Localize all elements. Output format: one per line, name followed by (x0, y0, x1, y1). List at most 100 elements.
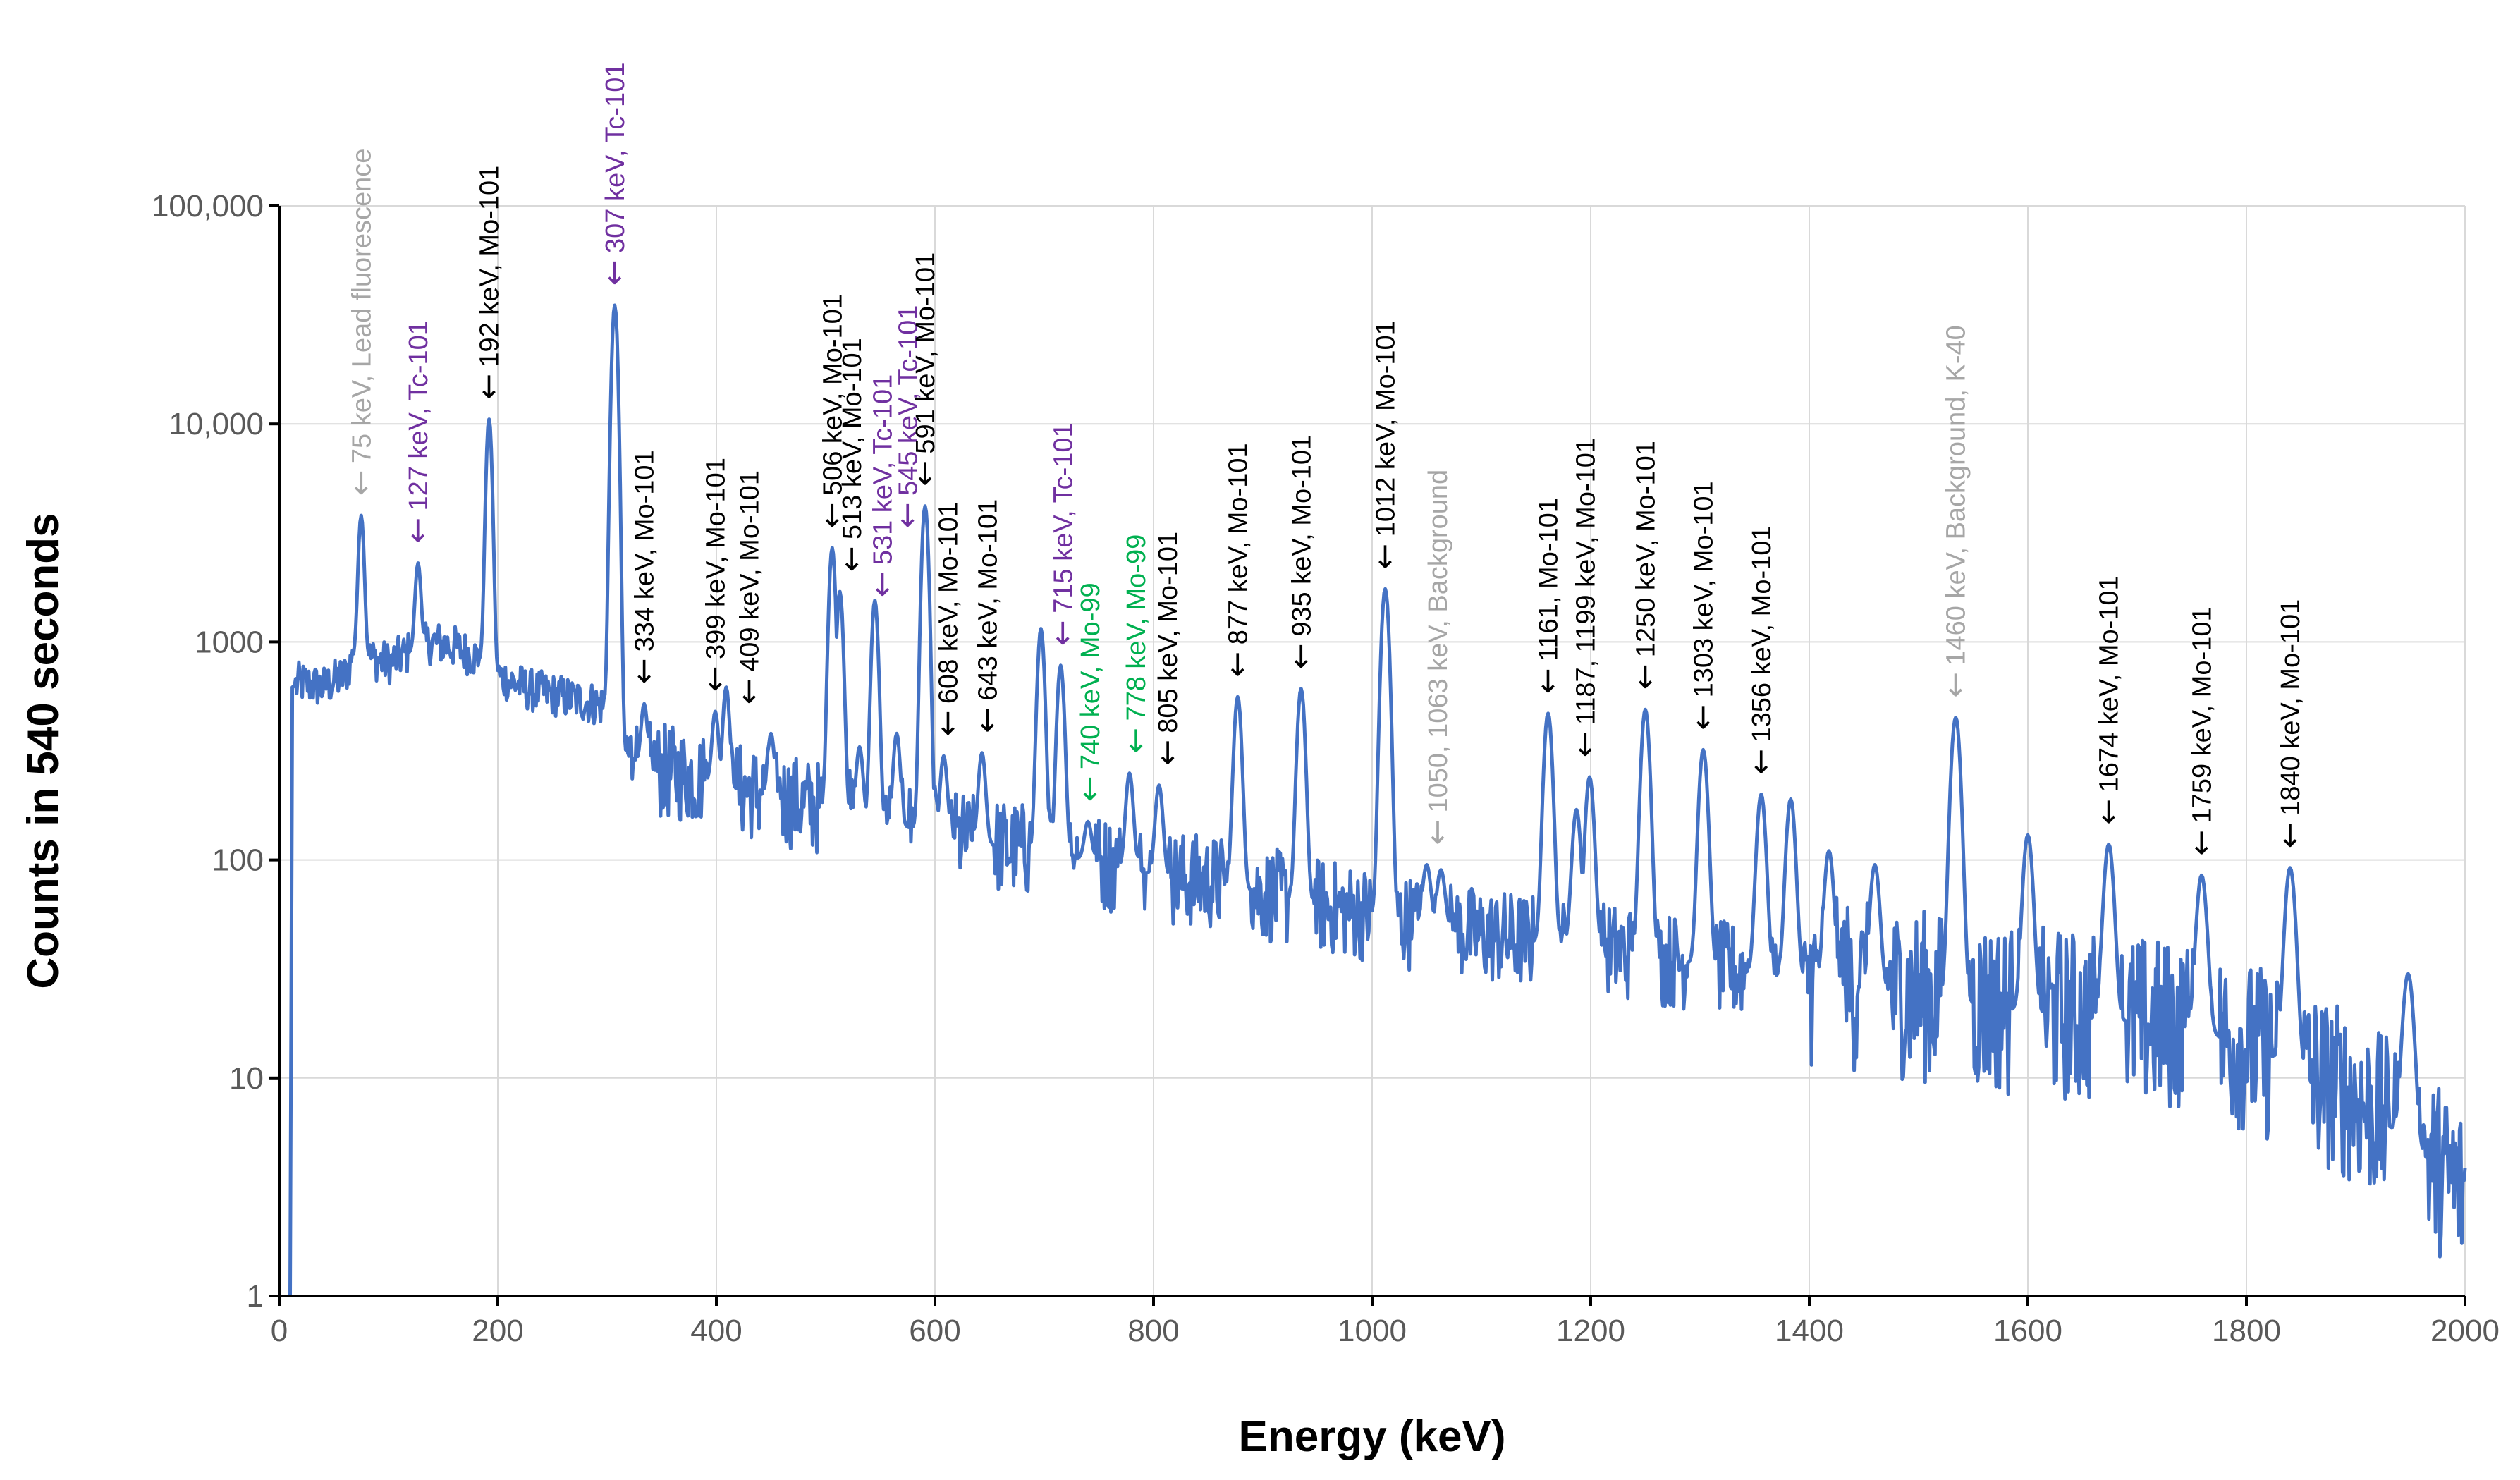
peak-label: 409 keV, Mo-101 (735, 470, 765, 672)
peak-label: 531 keV, Tc-101 (869, 374, 898, 565)
peak-annotation: ↓ 127 keV, Tc-101 (404, 320, 434, 549)
x-tick-label: 400 (690, 1314, 742, 1348)
peak-annotation: ↓ 531 keV, Tc-101 (869, 374, 898, 604)
peak-annotation: ↓75 keV, Lead fluorescence (347, 149, 377, 502)
down-arrow-icon: ↓ (839, 542, 865, 578)
down-arrow-icon: ↓ (702, 662, 728, 698)
peak-label: 1187, 1199 keV, Mo-101 (1571, 438, 1601, 725)
peak-label: 1161, Mo-101 (1534, 498, 1564, 661)
peak-label: 1012 keV, Mo-101 (1371, 320, 1401, 537)
peak-annotation: ↓608 keV, Mo-101 (934, 502, 964, 742)
peak-annotation: ↓740 keV, Mo-99 (1076, 582, 1106, 808)
peak-label: 75 keV, Lead fluorescence (347, 149, 377, 463)
peak-label: 513 keV, Mo-101 (838, 338, 867, 539)
peak-annotation: ↓334 keV, Mo-101 (630, 450, 660, 690)
x-tick-label: 1400 (1775, 1314, 1844, 1348)
down-arrow-icon: ↓ (405, 514, 431, 550)
down-arrow-icon: ↓ (1425, 815, 1451, 851)
down-arrow-icon: ↓ (2096, 795, 2122, 831)
down-arrow-icon: ↓ (1288, 640, 1314, 675)
peak-label: 545 keV, Tc-101 (893, 305, 923, 496)
down-arrow-icon: ↓ (2277, 819, 2304, 855)
down-arrow-icon: ↓ (1225, 647, 1251, 683)
peak-label: 1050, 1063 keV, Background (1424, 470, 1453, 813)
peak-label: 715 keV, Tc-101 (1048, 422, 1078, 613)
peak-annotation: ↓545 keV, Tc-101 (893, 305, 923, 534)
x-tick-label: 2000 (2430, 1314, 2500, 1348)
peak-label: 127 keV, Tc-101 (404, 320, 434, 510)
peak-label: 643 keV, Mo-101 (973, 499, 1003, 701)
peak-annotation: ↓1759 keV, Mo-101 (2187, 606, 2217, 862)
peak-annotation: ↓ 778 keV, Mo-99 (1122, 534, 1151, 760)
down-arrow-icon: ↓ (1050, 616, 1076, 652)
x-axis-title: Energy (keV) (1238, 1412, 1505, 1461)
peak-label: 608 keV, Mo-101 (934, 502, 964, 704)
down-arrow-icon: ↓ (974, 704, 1001, 740)
down-arrow-icon: ↓ (631, 654, 657, 690)
tick-labels: 1 10 100 1000 10,000 100,000 0 200 400 600 800 1000… (152, 189, 2500, 1348)
peak-label: 1674 keV, Mo-101 (2095, 575, 2124, 792)
peak-label: 1840 keV, Mo-101 (2276, 599, 2306, 816)
peak-label: 1460 keV, Background, K-40 (1942, 325, 1971, 665)
down-arrow-icon: ↓ (1123, 724, 1149, 760)
peak-annotation: ↓715 keV, Tc-101 (1048, 422, 1078, 652)
peak-label: 877 keV, Mo-101 (1223, 443, 1253, 644)
peak-annotation: ↓ 935 keV, Mo-101 (1287, 435, 1316, 675)
peak-label: 307 keV, Tc-101 (601, 63, 630, 253)
peak-label: 399 keV, Mo-101 (701, 458, 730, 659)
down-arrow-icon: ↓ (895, 499, 921, 534)
peak-annotation: ↓1840 keV, Mo-101 (2276, 599, 2306, 855)
y-tick-label: 1000 (195, 625, 264, 659)
x-tick-label: 200 (472, 1314, 523, 1348)
peak-annotation: ↓ 1250 keV, Mo-101 (1632, 441, 1661, 696)
peak-annotation: ↓ 399 keV, Mo-101 (701, 458, 730, 698)
down-arrow-icon: ↓ (1690, 700, 1716, 736)
down-arrow-icon: ↓ (476, 370, 502, 406)
x-tick-label: 1200 (1556, 1314, 1625, 1348)
x-tick-label: 800 (1127, 1314, 1179, 1348)
peak-label: 1250 keV, Mo-101 (1632, 441, 1661, 657)
peak-annotation: ↓ 1460 keV, Background, K-40 (1942, 325, 1971, 704)
down-arrow-icon: ↓ (1372, 539, 1398, 575)
peak-annotation: ↓1356 keV, Mo-101 (1747, 525, 1777, 781)
down-arrow-icon: ↓ (1943, 668, 1969, 704)
down-arrow-icon: ↓ (2189, 826, 2215, 862)
down-arrow-icon: ↓ (869, 568, 895, 604)
peak-annotation: ↓506 keV, Mo-101 (818, 294, 848, 534)
peak-annotation: ↓ 513 keV, Mo-101 (838, 338, 867, 578)
peak-label: 591 keV, Mo-101 (911, 252, 941, 454)
peak-annotation: ↓591 keV, Mo-101 (911, 252, 941, 493)
x-tick-label: 1800 (2212, 1314, 2281, 1348)
down-arrow-icon: ↓ (1077, 772, 1103, 808)
down-arrow-icon: ↓ (348, 466, 374, 502)
x-tick-label: 600 (909, 1314, 960, 1348)
peak-annotation: ↓877 keV, Mo-101 (1223, 443, 1253, 683)
down-arrow-icon: ↓ (1748, 745, 1774, 781)
peak-annotation: ↓1050, 1063 keV, Background (1424, 470, 1453, 852)
y-tick-label: 10 (229, 1061, 264, 1096)
down-arrow-icon: ↓ (736, 675, 762, 711)
y-axis-title: Counts in 540 seconds (19, 513, 68, 989)
peak-annotation: ↓ 805 keV, Mo-101 (1154, 532, 1183, 772)
peak-label: 506 keV, Mo-101 (818, 294, 848, 496)
y-tick-label: 1 (247, 1279, 264, 1314)
peak-label: 935 keV, Mo-101 (1287, 435, 1316, 637)
peak-annotation: ↓409 keV, Mo-101 (735, 470, 765, 711)
down-arrow-icon: ↓ (1155, 736, 1181, 772)
down-arrow-icon: ↓ (935, 707, 961, 742)
grid-layer (279, 205, 2466, 1297)
y-tick-label: 100,000 (152, 189, 264, 224)
peak-label: 334 keV, Mo-101 (630, 450, 660, 652)
down-arrow-icon: ↓ (1535, 664, 1561, 700)
peak-label: 740 keV, Mo-99 (1076, 582, 1106, 769)
peak-annotation: ↓ 307 keV, Tc-101 (601, 63, 630, 292)
down-arrow-icon: ↓ (1632, 660, 1658, 696)
peak-annotation: ↓ 1674 keV, Mo-101 (2095, 575, 2124, 831)
peak-annotations: ↓75 keV, Lead fluorescence↓127 keV, Tc-1… (347, 63, 2306, 862)
down-arrow-icon: ↓ (819, 499, 845, 534)
peak-annotation: ↓192 keV, Mo-101 (475, 166, 505, 406)
x-tick-label: 1000 (1338, 1314, 1407, 1348)
peak-label: 805 keV, Mo-101 (1154, 532, 1183, 733)
peak-label: 1303 keV, Mo-101 (1689, 481, 1719, 697)
axes-layer (269, 204, 2466, 1306)
